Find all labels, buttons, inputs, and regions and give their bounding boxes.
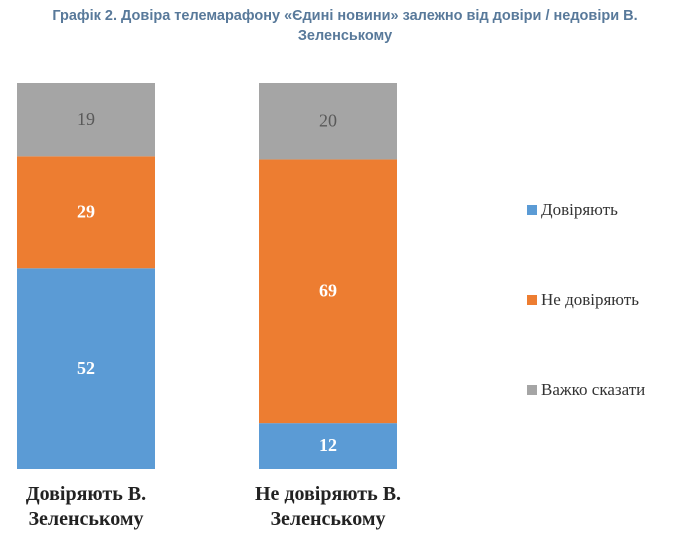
bar-segment — [17, 156, 155, 269]
data-label: 29 — [77, 201, 95, 221]
x-tick-label: Довіряють В. Зеленському — [25, 483, 147, 530]
x-tick-label: Не довіряють В. Зеленському — [254, 483, 402, 530]
legend-swatch — [527, 205, 537, 215]
legend-label: Не довіряють — [541, 290, 639, 309]
bar-segment — [17, 83, 155, 157]
data-label: 12 — [319, 435, 337, 455]
chart-title: Графік 2. Довіра телемарафону «Єдині нов… — [52, 8, 638, 44]
data-label: 19 — [77, 109, 95, 129]
data-label: 52 — [77, 358, 95, 378]
bar-segment — [259, 83, 397, 160]
legend-label: Важко сказати — [541, 380, 645, 399]
legend-label: Довіряють — [541, 200, 618, 219]
legend-swatch — [527, 295, 537, 305]
bar-segment — [259, 423, 397, 469]
bar-segment — [17, 268, 155, 469]
bar-segment — [259, 159, 397, 424]
data-label: 20 — [319, 110, 337, 130]
data-label: 69 — [319, 280, 337, 300]
legend-swatch — [527, 385, 537, 395]
